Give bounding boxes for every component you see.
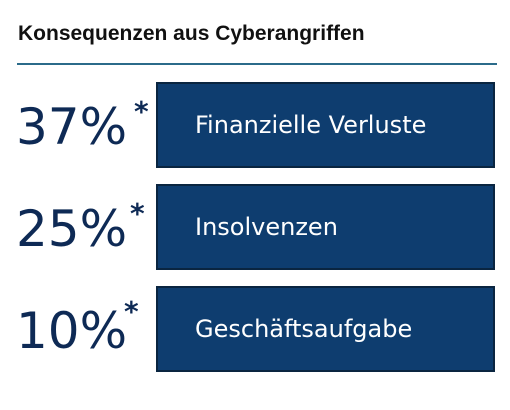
stat-label: Insolvenzen	[195, 213, 338, 241]
stat-row-business-closure: 10% * Geschäftsaufgabe	[0, 286, 510, 376]
stat-label-box: Geschäftsaufgabe	[156, 286, 495, 372]
footnote-asterisk: *	[124, 295, 139, 328]
footnote-asterisk: *	[134, 95, 149, 128]
stat-label: Geschäftsaufgabe	[195, 315, 413, 343]
stat-percentage: 25%	[16, 200, 128, 258]
stat-label-box: Insolvenzen	[156, 184, 495, 270]
stat-label-box: Finanzielle Verluste	[156, 82, 495, 168]
chart-title: Konsequenzen aus Cyberangriffen	[18, 22, 365, 45]
footnote-asterisk: *	[130, 197, 145, 230]
stat-label: Finanzielle Verluste	[195, 111, 427, 139]
stat-row-insolvencies: 25% * Insolvenzen	[0, 184, 510, 274]
title-underline	[17, 63, 497, 65]
stat-row-financial-losses: 37% * Finanzielle Verluste	[0, 82, 510, 172]
stat-percentage: 10%	[16, 302, 128, 360]
stat-percentage: 37%	[16, 98, 128, 156]
